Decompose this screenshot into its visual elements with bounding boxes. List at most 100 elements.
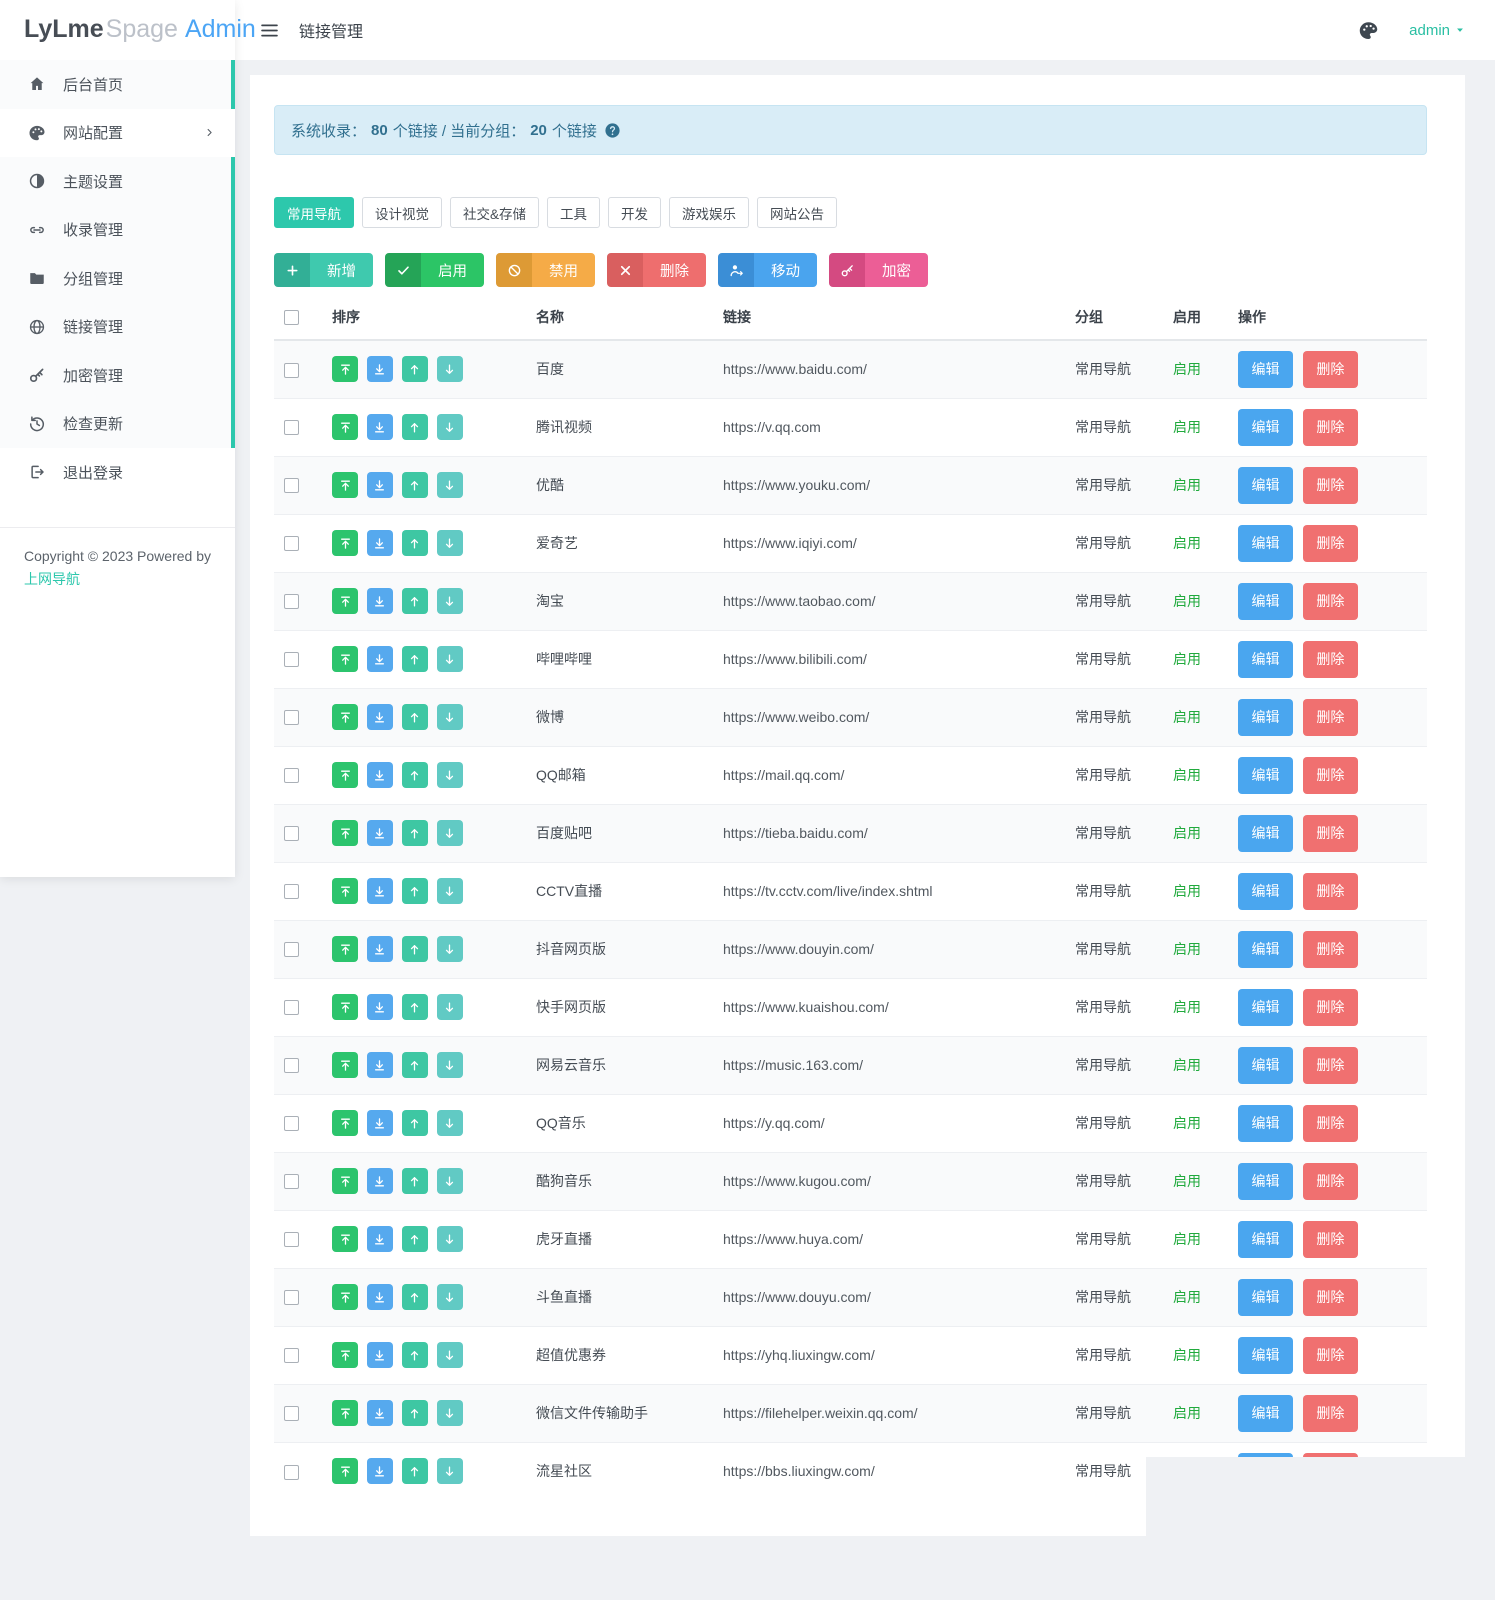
- row-checkbox[interactable]: [284, 420, 299, 436]
- move-to-bottom-button[interactable]: [366, 1110, 393, 1136]
- delete-button[interactable]: 删除: [1302, 640, 1358, 678]
- tab-dev[interactable]: 开发: [608, 197, 662, 228]
- delete-button[interactable]: 删除: [1302, 1394, 1358, 1432]
- edit-button[interactable]: 编辑: [1238, 1220, 1293, 1258]
- row-checkbox[interactable]: [284, 942, 299, 958]
- move-button[interactable]: 移动: [718, 253, 817, 287]
- move-to-top-button[interactable]: [332, 1052, 358, 1078]
- move-to-top-button[interactable]: [332, 762, 358, 788]
- sidebar-item-site-config[interactable]: 网站配置: [0, 108, 235, 157]
- edit-button[interactable]: 编辑: [1238, 756, 1293, 794]
- move-down-button[interactable]: [436, 588, 463, 614]
- move-down-button[interactable]: [436, 530, 463, 556]
- move-to-top-button[interactable]: [332, 646, 358, 672]
- move-up-button[interactable]: [401, 762, 428, 788]
- delete-button[interactable]: 删除: [1302, 1162, 1358, 1200]
- edit-button[interactable]: 编辑: [1238, 1046, 1293, 1084]
- sidebar-item-inclusion-management[interactable]: 收录管理: [0, 205, 231, 254]
- user-menu[interactable]: admin: [1409, 22, 1465, 39]
- row-checkbox[interactable]: [284, 1348, 299, 1364]
- delete-button[interactable]: 删除: [1302, 1220, 1358, 1258]
- tab-games[interactable]: 游戏娱乐: [669, 197, 750, 228]
- delete-button[interactable]: 删除: [1302, 524, 1358, 562]
- move-to-top-button[interactable]: [332, 472, 358, 498]
- add-button[interactable]: 新增: [274, 253, 373, 287]
- move-to-top-button[interactable]: [332, 1110, 358, 1136]
- row-checkbox[interactable]: [284, 1116, 299, 1132]
- move-up-button[interactable]: [401, 588, 428, 614]
- edit-button[interactable]: 编辑: [1238, 698, 1293, 736]
- edit-button[interactable]: 编辑: [1238, 1336, 1293, 1374]
- tab-tools[interactable]: 工具: [547, 197, 601, 228]
- move-to-top-button[interactable]: [332, 994, 358, 1020]
- move-to-bottom-button[interactable]: [366, 936, 393, 962]
- move-up-button[interactable]: [401, 530, 428, 556]
- move-up-button[interactable]: [401, 1400, 428, 1426]
- bulk-delete-button[interactable]: 删除: [607, 253, 706, 287]
- move-down-button[interactable]: [436, 472, 463, 498]
- move-down-button[interactable]: [436, 704, 463, 730]
- delete-button[interactable]: 删除: [1302, 988, 1358, 1026]
- move-to-bottom-button[interactable]: [366, 1400, 393, 1426]
- move-to-bottom-button[interactable]: [366, 414, 393, 440]
- move-to-bottom-button[interactable]: [366, 588, 393, 614]
- edit-button[interactable]: 编辑: [1238, 408, 1293, 446]
- row-checkbox[interactable]: [284, 884, 299, 900]
- move-up-button[interactable]: [401, 820, 428, 846]
- move-up-button[interactable]: [401, 414, 428, 440]
- disable-button[interactable]: 禁用: [496, 253, 595, 287]
- move-to-bottom-button[interactable]: [366, 356, 393, 383]
- edit-button[interactable]: 编辑: [1238, 1278, 1293, 1316]
- sidebar-item-check-update[interactable]: 检查更新: [0, 399, 231, 448]
- edit-button[interactable]: 编辑: [1238, 582, 1293, 620]
- delete-button[interactable]: 删除: [1302, 814, 1358, 852]
- edit-button[interactable]: 编辑: [1238, 466, 1293, 504]
- row-checkbox[interactable]: [284, 826, 299, 842]
- move-down-button[interactable]: [436, 1400, 463, 1426]
- move-to-top-button[interactable]: [332, 1400, 358, 1426]
- help-question-icon[interactable]: [604, 122, 621, 139]
- edit-button[interactable]: 编辑: [1238, 930, 1293, 968]
- row-checkbox[interactable]: [284, 1058, 299, 1074]
- move-to-bottom-button[interactable]: [366, 1168, 393, 1194]
- edit-button[interactable]: 编辑: [1238, 524, 1293, 562]
- move-to-top-button[interactable]: [332, 1168, 358, 1194]
- row-checkbox[interactable]: [284, 1000, 299, 1016]
- sidebar-item-theme-settings[interactable]: 主题设置: [0, 157, 231, 206]
- move-down-button[interactable]: [436, 1110, 463, 1136]
- theme-palette-button[interactable]: [1356, 18, 1381, 43]
- edit-button[interactable]: 编辑: [1238, 988, 1293, 1026]
- move-down-button[interactable]: [436, 646, 463, 672]
- edit-button[interactable]: 编辑: [1238, 872, 1293, 910]
- move-to-top-button[interactable]: [332, 414, 358, 440]
- move-to-top-button[interactable]: [332, 820, 358, 846]
- row-checkbox[interactable]: [284, 710, 299, 726]
- edit-button[interactable]: 编辑: [1238, 350, 1293, 388]
- move-to-bottom-button[interactable]: [366, 1342, 393, 1368]
- move-down-button[interactable]: [436, 1458, 463, 1485]
- delete-button[interactable]: 删除: [1302, 756, 1358, 794]
- move-up-button[interactable]: [401, 994, 428, 1020]
- move-down-button[interactable]: [436, 1342, 463, 1368]
- move-to-top-button[interactable]: [332, 1342, 358, 1368]
- move-to-bottom-button[interactable]: [366, 1052, 393, 1078]
- edit-button[interactable]: 编辑: [1238, 1162, 1293, 1200]
- move-to-top-button[interactable]: [332, 356, 358, 383]
- delete-button[interactable]: 删除: [1302, 1336, 1358, 1374]
- delete-button[interactable]: 删除: [1302, 350, 1358, 388]
- move-to-top-button[interactable]: [332, 704, 358, 730]
- row-checkbox[interactable]: [284, 594, 299, 610]
- move-up-button[interactable]: [401, 1458, 428, 1485]
- edit-button[interactable]: 编辑: [1238, 1104, 1293, 1142]
- move-up-button[interactable]: [401, 1284, 428, 1310]
- delete-button[interactable]: 删除: [1302, 1278, 1358, 1316]
- tab-design-visual[interactable]: 设计视觉: [362, 197, 442, 228]
- move-to-top-button[interactable]: [332, 936, 358, 962]
- copyright-link[interactable]: 上网导航: [24, 570, 80, 587]
- move-up-button[interactable]: [401, 1342, 428, 1368]
- move-up-button[interactable]: [401, 704, 428, 730]
- sidebar-item-encryption-management[interactable]: 加密管理: [0, 351, 231, 400]
- move-up-button[interactable]: [401, 1052, 428, 1078]
- move-to-bottom-button[interactable]: [366, 1458, 393, 1485]
- move-up-button[interactable]: [401, 1226, 428, 1252]
